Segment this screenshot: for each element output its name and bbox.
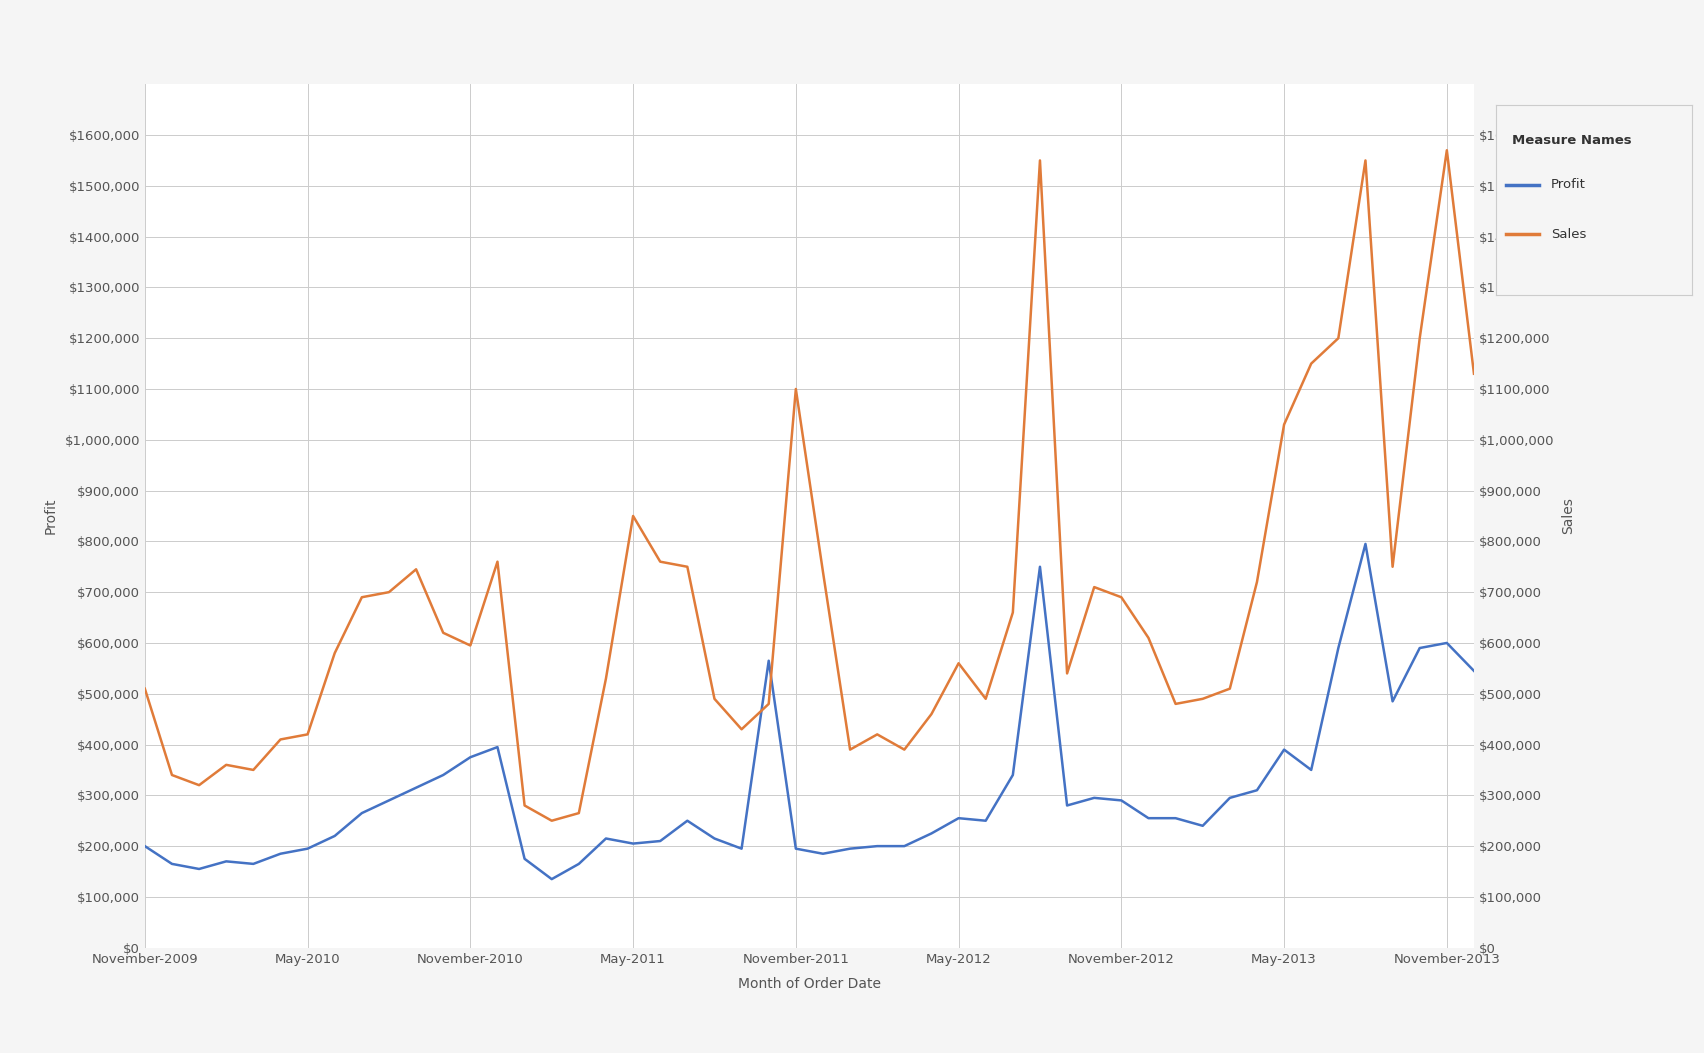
- Text: Measure Names: Measure Names: [1511, 134, 1631, 146]
- Text: Sales: Sales: [1551, 227, 1586, 241]
- X-axis label: Month of Order Date: Month of Order Date: [738, 977, 881, 991]
- Y-axis label: Profit: Profit: [44, 498, 58, 534]
- Text: Profit: Profit: [1551, 178, 1586, 192]
- Y-axis label: Sales: Sales: [1561, 497, 1574, 535]
